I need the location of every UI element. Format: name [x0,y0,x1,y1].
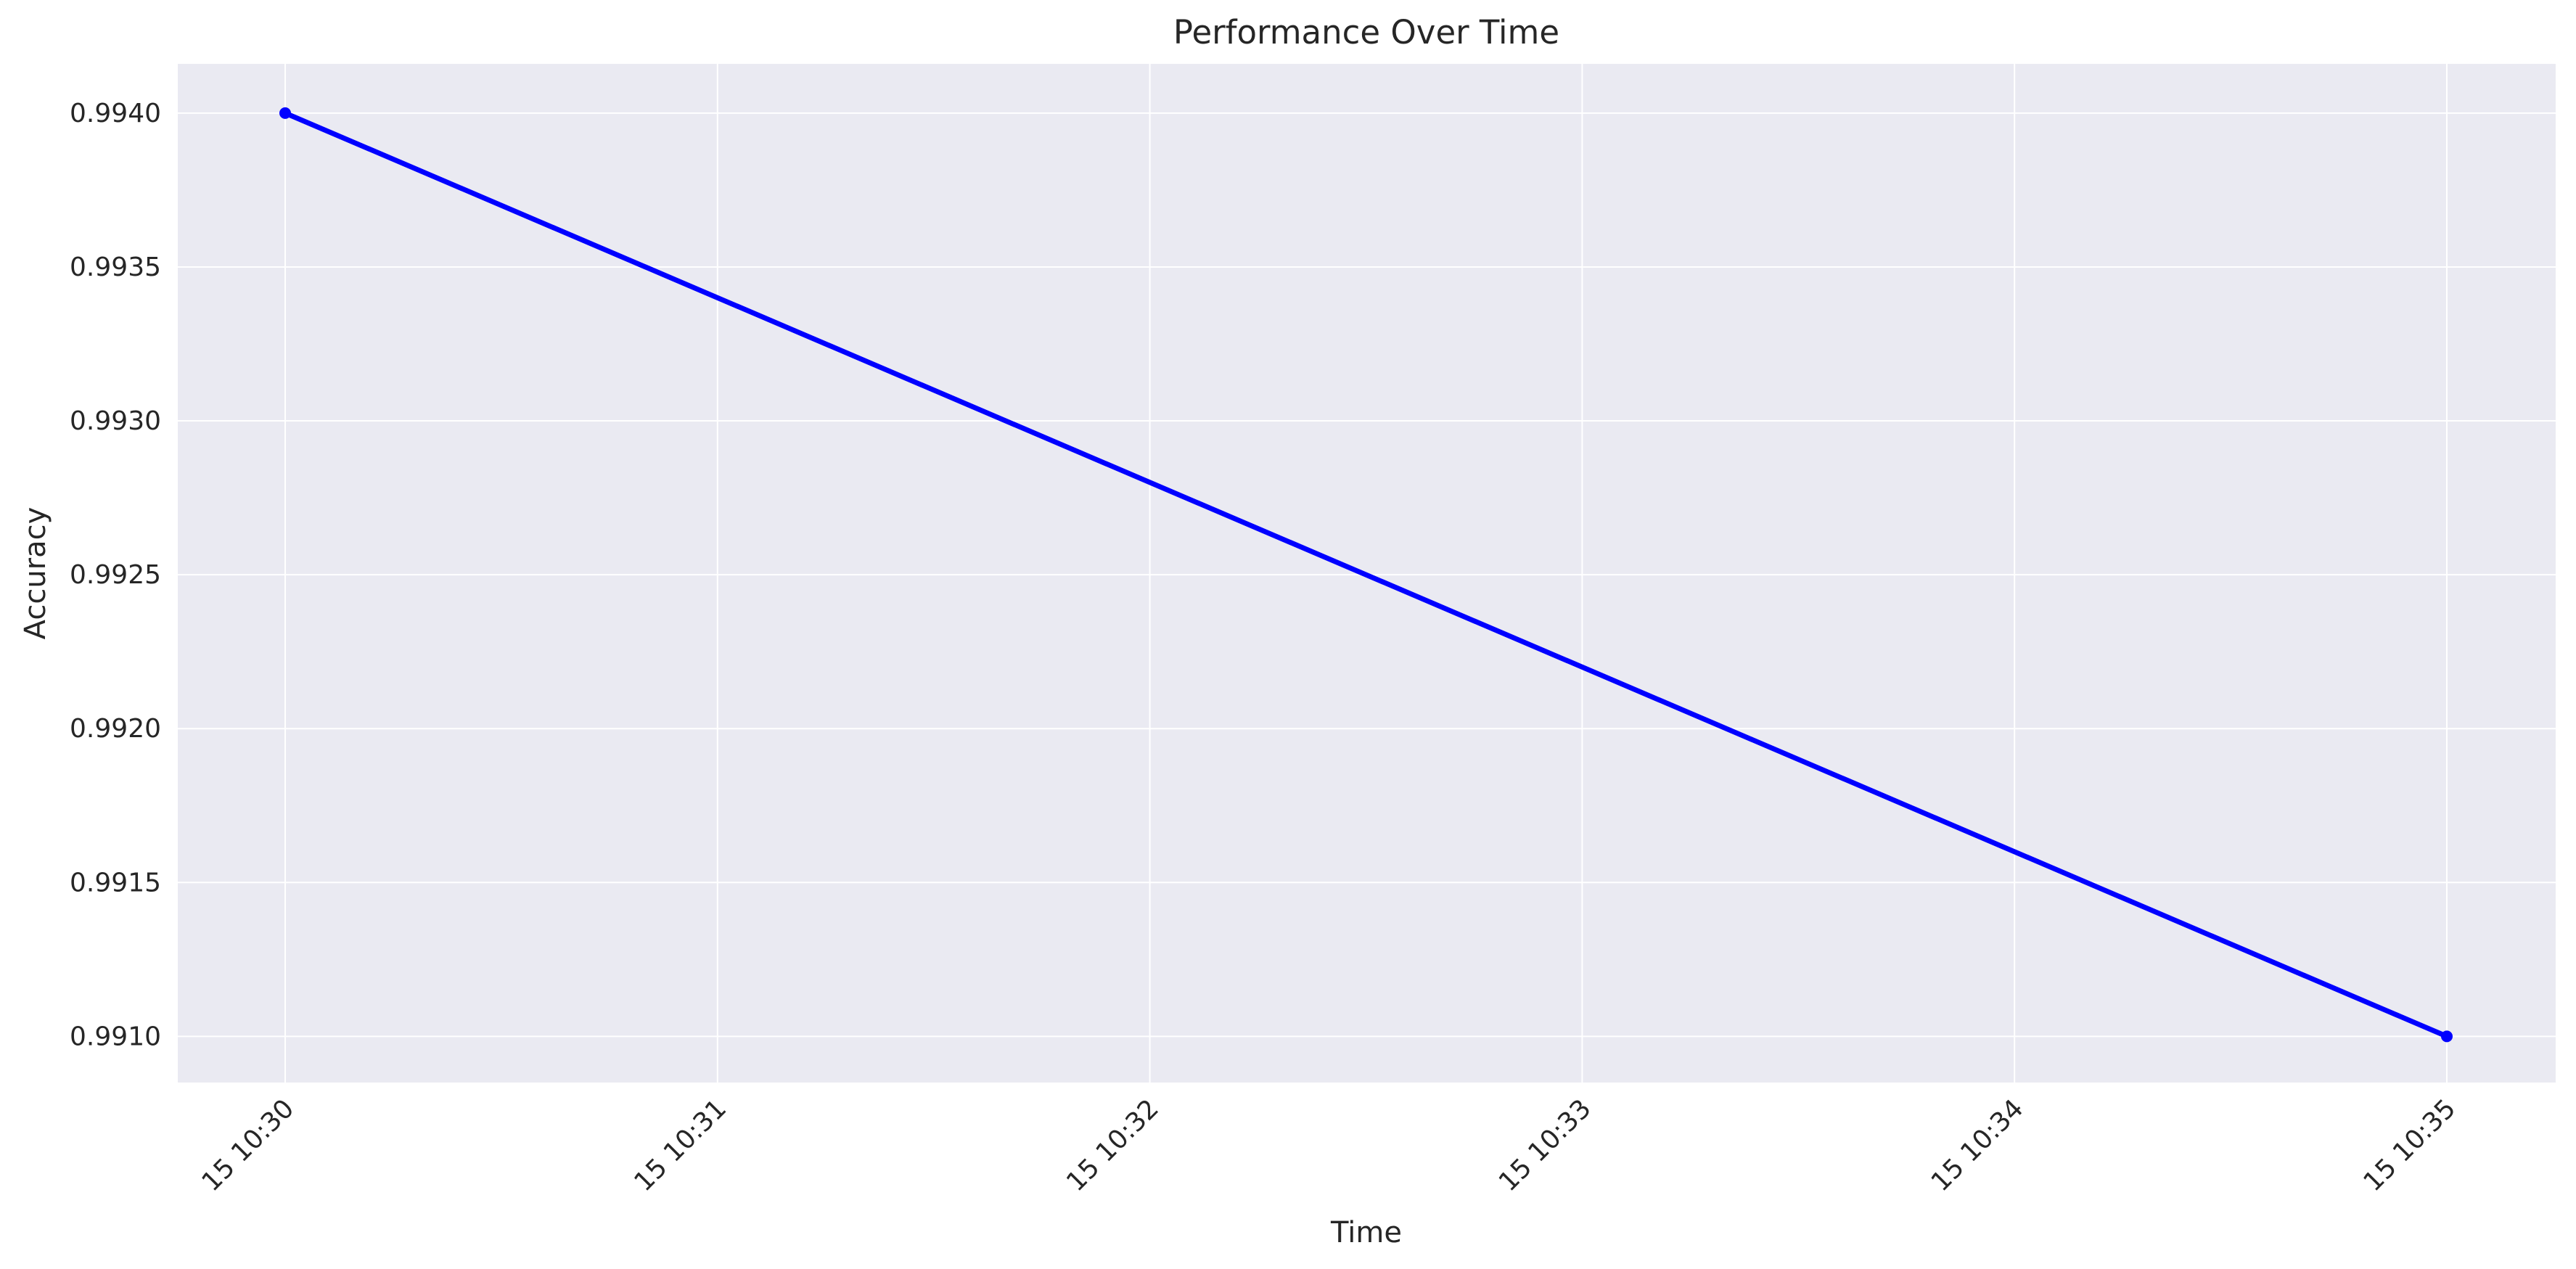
series-line [282,110,2450,1039]
x-tick-label: 15 10:32 [1061,1093,1165,1197]
x-tick-label: 15 10:33 [1493,1093,1597,1197]
y-tick-label: 0.9940 [70,99,161,128]
gridlines [178,64,2556,1083]
y-tick-label: 0.9915 [70,868,161,898]
y-axis-ticks: 0.9910 0.9915 0.9920 0.9925 0.9930 0.9935 0.99… [70,99,161,1052]
x-tick-label: 15 10:30 [197,1093,300,1197]
x-axis-label: Time [1330,1216,1402,1249]
y-tick-label: 0.9930 [70,406,161,436]
chart-title: Performance Over Time [1173,13,1559,52]
x-axis-ticks: 15 10:30 15 10:31 15 10:32 15 10:33 15 10:34… [197,1093,2462,1197]
y-tick-label: 0.9910 [70,1022,161,1051]
x-tick-label: 15 10:35 [2358,1093,2462,1197]
series-layer [279,107,2453,1043]
data-point-marker [279,107,291,119]
x-tick-label: 15 10:31 [628,1093,732,1197]
y-tick-label: 0.9935 [70,252,161,282]
y-tick-label: 0.9920 [70,714,161,744]
data-point-marker [2441,1030,2453,1043]
y-axis-label: Accuracy [19,507,52,640]
y-tick-label: 0.9925 [70,560,161,590]
x-tick-label: 15 10:34 [1926,1093,2030,1197]
